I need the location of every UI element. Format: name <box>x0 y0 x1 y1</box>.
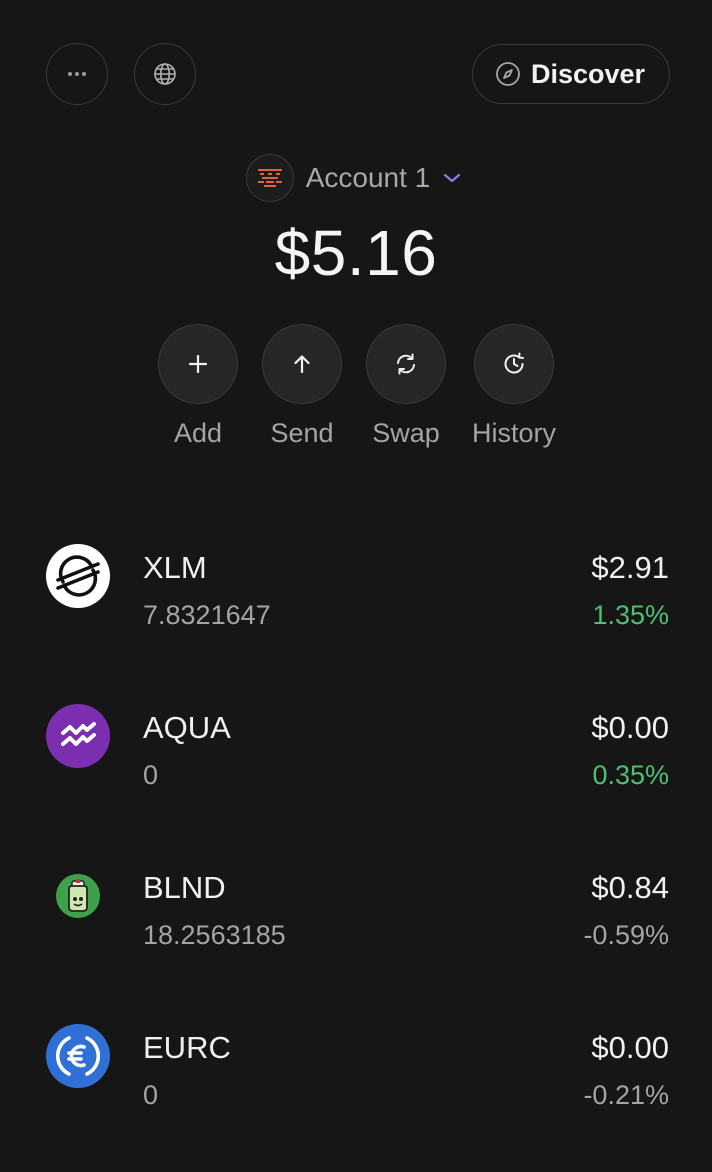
history-label: History <box>471 418 556 448</box>
euro-coin-icon <box>46 1024 110 1088</box>
history-button[interactable] <box>474 324 554 404</box>
more-options-button[interactable] <box>46 43 108 105</box>
account-name: Account 1 <box>305 162 431 193</box>
stellar-logo-icon <box>46 544 110 608</box>
asset-code: AQUA <box>143 710 231 745</box>
asset-change: -0.59% <box>583 920 669 950</box>
compass-icon <box>496 62 520 86</box>
asset-value: $0.00 <box>591 710 669 745</box>
plus-icon <box>188 354 208 374</box>
network-globe-button[interactable] <box>134 43 196 105</box>
discover-button[interactable]: Discover <box>472 44 670 104</box>
asset-value: $0.84 <box>591 870 669 905</box>
identicon-icon <box>257 169 282 187</box>
account-avatar <box>245 154 294 202</box>
asset-row-xlm[interactable]: XLM 7.8321647 $2.91 1.35% <box>0 540 712 640</box>
asset-value: $2.91 <box>591 550 669 585</box>
send-action[interactable]: Send <box>242 324 362 449</box>
send-button[interactable] <box>262 324 342 404</box>
blend-logo-icon <box>46 864 110 928</box>
swap-action[interactable]: Swap <box>346 324 466 449</box>
asset-row-eurc[interactable]: EURC 0 $0.00 -0.21% <box>0 1020 712 1120</box>
add-button[interactable] <box>158 324 238 404</box>
swap-label: Swap <box>372 418 440 448</box>
add-label: Add <box>173 418 223 448</box>
asset-change: 1.35% <box>592 600 669 630</box>
action-bar: Add Send Swap His <box>0 324 712 464</box>
asset-code: XLM <box>143 550 207 585</box>
asset-code: EURC <box>143 1030 231 1065</box>
arrow-up-icon <box>294 355 310 374</box>
asset-amount: 18.2563185 <box>143 920 286 950</box>
swap-icon <box>397 353 415 375</box>
discover-label: Discover <box>531 58 646 89</box>
asset-row-aqua[interactable]: AQUA 0 $0.00 0.35% <box>0 700 712 800</box>
asset-value: $0.00 <box>591 1030 669 1065</box>
top-bar: Discover <box>0 0 712 150</box>
add-action[interactable]: Add <box>138 324 258 449</box>
more-dots-icon <box>68 72 86 76</box>
globe-icon <box>154 63 176 85</box>
asset-change: -0.21% <box>583 1080 669 1110</box>
asset-code: BLND <box>143 870 226 905</box>
clock-history-icon <box>504 352 524 374</box>
asset-amount: 0 <box>143 760 159 790</box>
asset-amount: 0 <box>143 1080 159 1110</box>
asset-row-blnd[interactable]: BLND 18.2563185 $0.84 -0.59% <box>0 860 712 960</box>
chevron-down-icon <box>444 173 461 183</box>
total-balance: $5.16 <box>274 217 438 289</box>
asset-amount: 7.8321647 <box>143 600 271 630</box>
send-label: Send <box>270 418 334 448</box>
aqua-logo-icon <box>46 704 110 768</box>
account-selector[interactable]: Account 1 <box>0 153 712 203</box>
history-action[interactable]: History <box>454 324 574 449</box>
swap-button[interactable] <box>366 324 446 404</box>
asset-change: 0.35% <box>592 760 669 790</box>
